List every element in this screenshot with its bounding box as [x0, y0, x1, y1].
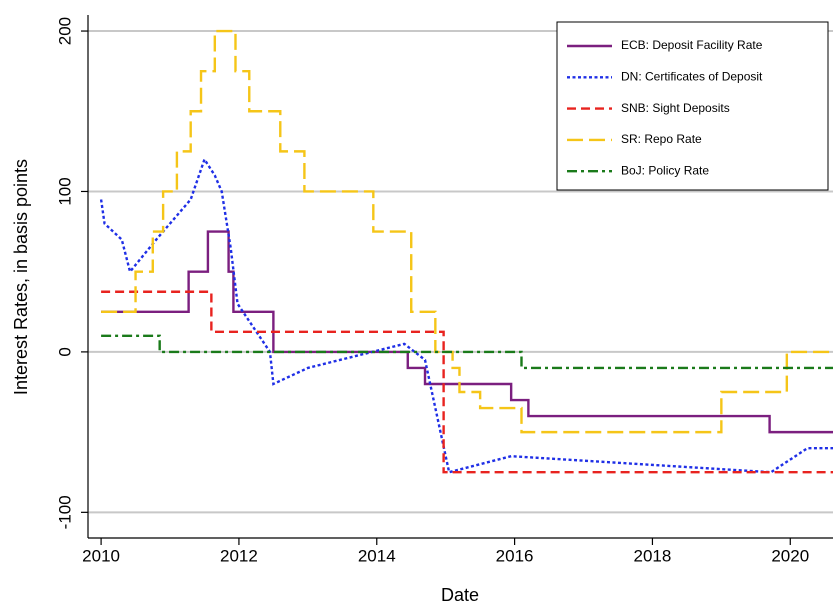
series-line: [101, 334, 833, 370]
series-line: [99, 156, 833, 474]
legend: ECB: Deposit Facility Rate DN: Certificat…: [556, 21, 829, 191]
x-tick-label: 2012: [220, 546, 258, 565]
x-tick-label: 2020: [771, 546, 809, 565]
y-axis-title: Interest Rates, in basis points: [11, 159, 31, 395]
series-line: [101, 230, 833, 434]
y-tick-label: -100: [55, 495, 74, 529]
legend-label: SNB: Sight Deposits: [621, 101, 730, 115]
x-tick-label: 2014: [358, 546, 396, 565]
x-tick-label: 2016: [496, 546, 534, 565]
x-axis-title: Date: [441, 585, 479, 604]
legend-label: DN: Certificates of Deposit: [621, 69, 763, 83]
series-line: [101, 290, 833, 474]
legend-box: [556, 21, 829, 191]
y-tick-label: 0: [55, 347, 74, 356]
legend-label: BoJ: Policy Rate: [621, 163, 709, 177]
series-line: [101, 29, 833, 434]
legend-label: SR: Repo Rate: [621, 132, 702, 146]
x-tick-label: 2018: [634, 546, 672, 565]
y-tick-label: 100: [55, 177, 74, 205]
x-tick-label: 2010: [82, 546, 120, 565]
legend-label: ECB: Deposit Facility Rate: [621, 38, 763, 52]
y-tick-label: 200: [55, 17, 74, 45]
